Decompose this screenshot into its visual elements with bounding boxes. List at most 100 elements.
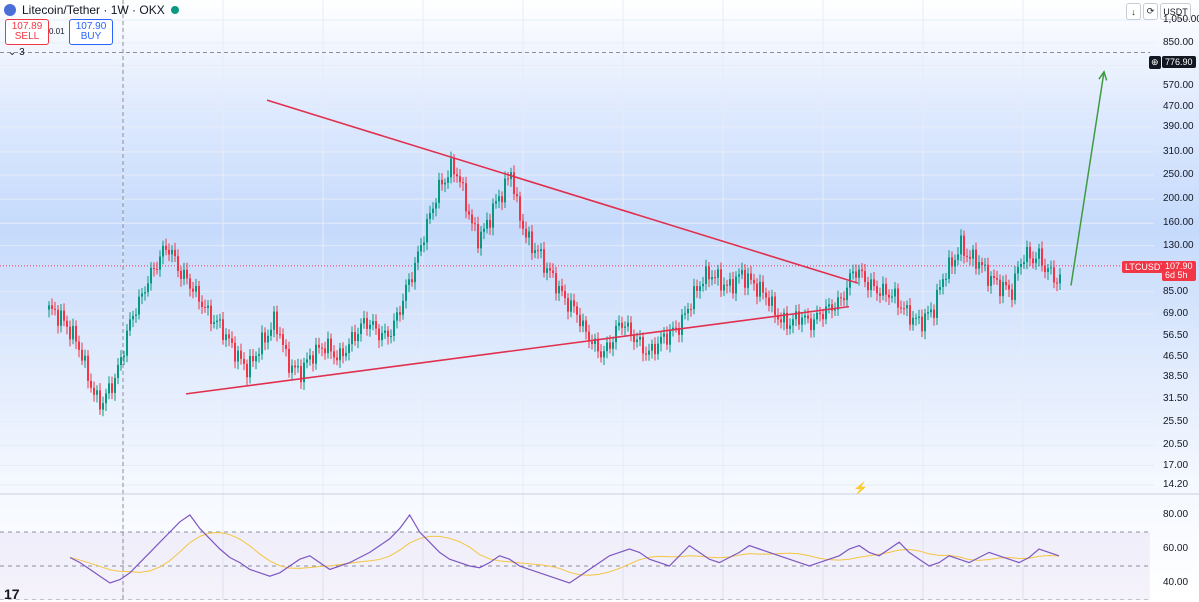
candle-body	[1011, 289, 1013, 300]
candle-body	[186, 269, 188, 279]
candle-body	[108, 383, 110, 394]
candle-body	[993, 276, 995, 278]
candle-body	[111, 383, 113, 393]
candle-body	[867, 281, 869, 291]
candle-body	[708, 266, 710, 280]
tradingview-logo-icon: 17	[4, 586, 20, 602]
candle-body	[237, 350, 239, 362]
candle-body	[957, 254, 959, 261]
symbol-header[interactable]: Litecoin/Tether · 1W · OKX	[4, 3, 179, 17]
candle-body	[438, 179, 440, 203]
candle-body	[513, 172, 515, 195]
candle-body	[462, 182, 464, 184]
indicators-toggle[interactable]: ⌄ 3	[8, 47, 25, 58]
symbol-title: Litecoin/Tether · 1W · OKX	[22, 3, 165, 17]
candle-body	[321, 347, 323, 349]
buy-label: BUY	[80, 31, 102, 42]
currency-button[interactable]: USDT	[1160, 3, 1191, 20]
candle-body	[456, 174, 458, 177]
candle-body	[291, 365, 293, 373]
candle-body	[783, 312, 785, 323]
candle-body	[777, 315, 779, 320]
candle-body	[351, 331, 353, 345]
download-icon[interactable]: ↓	[1126, 3, 1141, 20]
candle-body	[855, 271, 857, 278]
candle-body	[684, 313, 686, 315]
candle-body	[963, 235, 965, 256]
candle-body	[60, 310, 62, 326]
candle-body	[345, 352, 347, 357]
candle-body	[795, 311, 797, 320]
candle-body	[357, 333, 359, 342]
candle-body	[813, 319, 815, 331]
candle-body	[174, 249, 176, 257]
rsi-panel	[0, 513, 1150, 600]
candle-body	[255, 355, 257, 362]
candle-body	[336, 357, 338, 361]
candle-body	[1050, 267, 1052, 269]
candle-body	[102, 403, 104, 410]
candle-body	[627, 322, 629, 327]
buy-price: 107.90	[75, 21, 107, 32]
buy-button[interactable]: 107.90 BUY	[69, 19, 113, 45]
candle-body	[234, 342, 236, 362]
candle-body	[165, 245, 167, 250]
candle-body	[804, 315, 806, 318]
last-price-tag: 107.90 6d 5h	[1162, 261, 1196, 281]
candle-body	[675, 327, 677, 329]
candle-body	[162, 245, 164, 257]
price-axis-label: 31.50	[1163, 392, 1189, 404]
projection-arrowhead	[1098, 70, 1108, 81]
candle-body	[252, 355, 254, 362]
candle-body	[453, 158, 455, 175]
candle-body	[273, 311, 275, 330]
candle-body	[687, 308, 689, 314]
candle-body	[114, 377, 116, 393]
add-alert-icon[interactable]: ⊕	[1149, 56, 1161, 69]
candle-body	[393, 320, 395, 336]
refresh-icon[interactable]: ⟳	[1143, 3, 1158, 20]
candle-body	[468, 211, 470, 215]
candle-body	[900, 307, 902, 309]
candle-body	[966, 255, 968, 257]
candle-body	[621, 322, 623, 328]
candle-body	[159, 256, 161, 270]
candle-body	[567, 298, 569, 312]
candle-body	[1056, 282, 1058, 284]
candle-body	[807, 315, 809, 319]
candle-body	[1041, 248, 1043, 266]
candle-body	[558, 285, 560, 294]
candle-body	[93, 387, 95, 395]
candle-body	[696, 286, 698, 291]
lightning-icon[interactable]: ⚡	[853, 481, 868, 495]
candle-body	[315, 344, 317, 364]
candle-body	[141, 293, 143, 297]
candle-body	[87, 355, 89, 381]
candle-body	[861, 269, 863, 272]
candle-body	[582, 320, 584, 327]
candle-body	[711, 277, 713, 280]
price-axis-label: 69.00	[1163, 308, 1189, 320]
price-axis-label: 310.00	[1163, 145, 1194, 157]
candle-body	[702, 283, 704, 287]
sell-button[interactable]: 107.89 SELL	[5, 19, 49, 45]
support-trendline	[185, 305, 850, 395]
candle-body	[1035, 258, 1037, 264]
candle-body	[942, 279, 944, 288]
candle-body	[633, 334, 635, 343]
candle-body	[864, 271, 866, 282]
price-axis-label: 25.50	[1163, 415, 1189, 427]
candle-body	[648, 350, 650, 355]
candle-body	[909, 305, 911, 325]
price-axis-label: 470.00	[1163, 100, 1194, 112]
candle-body	[267, 335, 269, 343]
candle-body	[798, 311, 800, 325]
candle-body	[879, 293, 881, 296]
candle-body	[492, 203, 494, 228]
candle-body	[363, 318, 365, 324]
candle-body	[885, 283, 887, 295]
candle-body	[327, 338, 329, 354]
rsi-line	[69, 513, 1060, 584]
candle-body	[126, 330, 128, 356]
